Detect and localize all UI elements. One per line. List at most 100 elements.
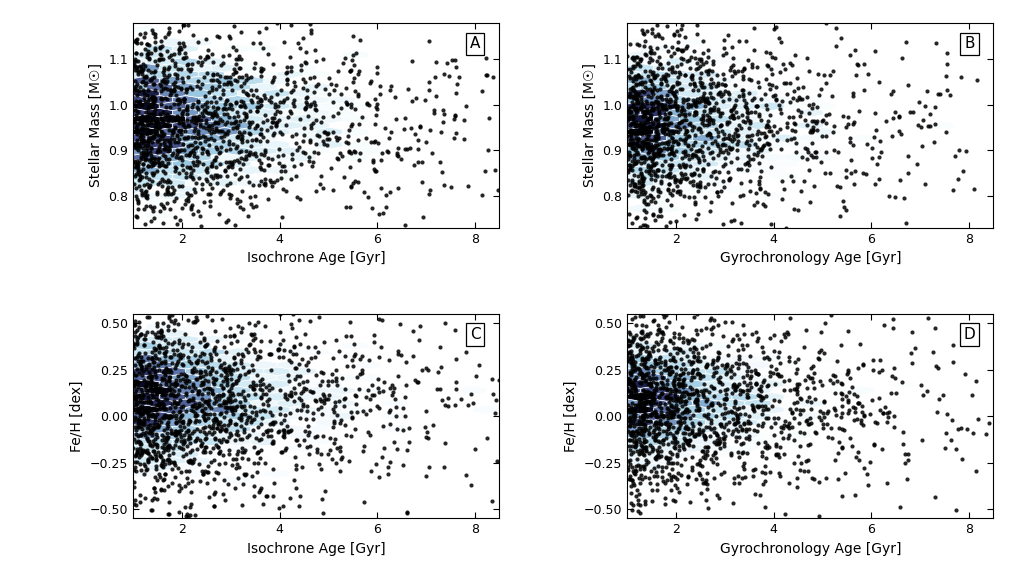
Point	[636, 399, 652, 408]
Point	[663, 400, 679, 410]
Point	[213, 438, 229, 447]
Point	[216, 131, 232, 141]
Point	[203, 423, 219, 432]
Point	[369, 63, 385, 72]
Point	[637, 500, 653, 509]
Point	[260, 395, 276, 404]
Point	[634, 412, 650, 422]
Point	[155, 76, 171, 85]
Point	[310, 460, 327, 469]
Point	[397, 145, 414, 154]
Point	[672, 125, 688, 134]
Point	[689, 396, 706, 405]
Point	[257, 458, 273, 468]
Point	[215, 390, 231, 399]
Point	[238, 146, 254, 155]
Point	[488, 456, 505, 465]
Point	[143, 411, 160, 420]
Point	[374, 452, 390, 461]
Point	[158, 377, 174, 386]
Point	[837, 468, 853, 477]
Point	[184, 112, 201, 122]
Point	[191, 52, 208, 61]
Point	[345, 74, 361, 83]
Point	[731, 36, 748, 46]
Point	[627, 465, 643, 475]
Point	[657, 130, 674, 139]
Point	[781, 313, 798, 323]
Point	[269, 18, 286, 28]
Point	[253, 164, 269, 173]
Point	[172, 84, 188, 93]
Point	[706, 369, 722, 378]
Point	[160, 321, 176, 330]
Point	[332, 418, 348, 427]
Point	[645, 120, 662, 129]
Point	[165, 127, 181, 137]
Point	[245, 39, 261, 48]
Point	[693, 96, 710, 105]
Point	[953, 454, 970, 464]
Point	[638, 167, 654, 176]
Point	[781, 418, 798, 427]
Point	[146, 362, 163, 371]
Point	[636, 437, 652, 446]
Point	[788, 386, 805, 395]
Point	[642, 422, 658, 431]
Point	[225, 402, 242, 411]
Point	[226, 396, 243, 405]
Point	[214, 450, 230, 459]
Point	[639, 115, 655, 124]
Point	[310, 347, 327, 357]
Point	[178, 372, 195, 381]
Point	[420, 434, 436, 443]
Point	[635, 127, 651, 137]
Point	[198, 376, 214, 385]
Point	[173, 125, 189, 134]
Point	[649, 380, 666, 389]
Point	[264, 411, 281, 420]
Point	[182, 346, 199, 355]
Point	[228, 460, 245, 469]
Point	[128, 376, 144, 385]
Point	[249, 449, 265, 458]
Point	[244, 407, 260, 416]
Point	[144, 28, 161, 37]
Point	[353, 366, 370, 375]
Point	[683, 359, 699, 369]
Point	[358, 410, 375, 419]
Point	[822, 376, 839, 385]
Point	[677, 146, 693, 156]
Point	[653, 334, 670, 343]
Point	[132, 154, 148, 164]
Point	[139, 161, 156, 170]
Point	[651, 109, 668, 119]
Point	[157, 348, 173, 358]
Point	[187, 408, 204, 418]
Point	[779, 422, 796, 431]
Point	[647, 152, 664, 161]
Point	[734, 71, 751, 80]
Point	[222, 80, 239, 89]
Point	[187, 435, 204, 445]
Point	[151, 399, 167, 408]
Point	[829, 475, 846, 484]
Point	[628, 213, 644, 222]
Point	[635, 400, 651, 409]
Point	[673, 414, 689, 423]
Point	[720, 167, 736, 176]
Point	[842, 133, 858, 142]
Point	[372, 82, 388, 91]
Point	[622, 420, 638, 430]
Point	[703, 67, 720, 76]
Point	[382, 127, 398, 137]
Point	[362, 467, 379, 476]
Point	[180, 20, 197, 29]
Point	[222, 100, 239, 109]
Point	[301, 427, 317, 437]
Point	[774, 433, 791, 442]
Point	[662, 94, 678, 103]
Point	[796, 428, 812, 437]
Point	[710, 104, 726, 113]
Point	[414, 366, 430, 375]
